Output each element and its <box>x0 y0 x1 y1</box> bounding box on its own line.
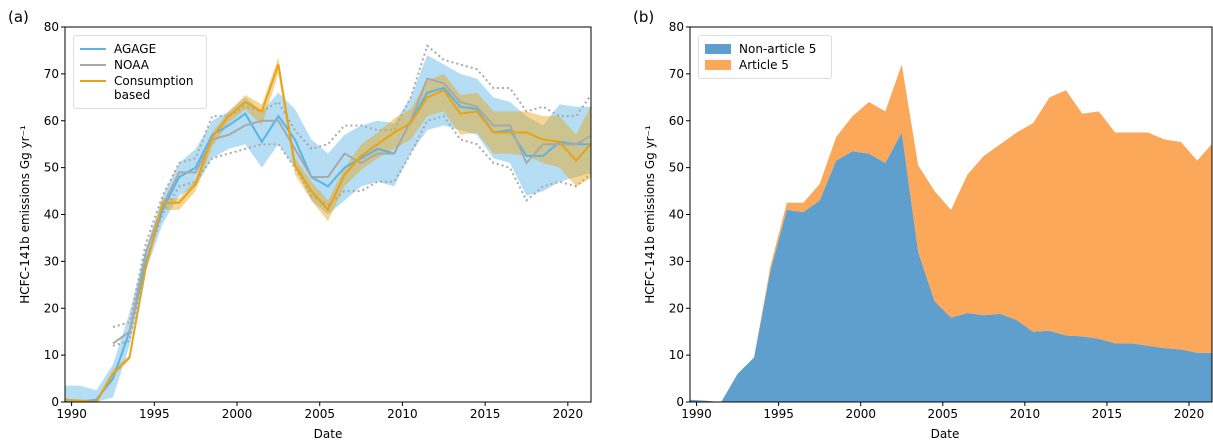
legend: Non-article 5 Article 5 <box>698 35 832 79</box>
legend-label: AGAGE <box>114 42 157 56</box>
legend-label: Consumption based <box>114 74 194 102</box>
y-tick-label: 30 <box>44 254 59 268</box>
y-tick-label: 80 <box>44 20 59 34</box>
area <box>690 64 1212 402</box>
x-axis-label: Date <box>314 427 343 441</box>
legend-label: Non-article 5 <box>739 42 817 56</box>
legend-entry: Consumption based <box>80 74 200 102</box>
y-tick-label: 60 <box>44 114 59 128</box>
panel-label: (a) <box>8 8 29 26</box>
legend-label: NOAA <box>114 58 149 72</box>
y-tick-label: 40 <box>669 208 684 222</box>
panel-label: (b) <box>633 8 654 26</box>
y-tick-label: 80 <box>669 20 684 34</box>
x-tick-label: 2005 <box>304 407 335 421</box>
x-tick-label: 2010 <box>1010 407 1041 421</box>
y-tick-label: 0 <box>51 395 59 409</box>
plot-area <box>690 64 1212 402</box>
x-tick-label: 1990 <box>681 407 712 421</box>
x-tick-label: 2010 <box>387 407 418 421</box>
y-tick-label: 40 <box>44 208 59 222</box>
legend-swatch <box>80 64 106 66</box>
y-tick-label: 0 <box>676 395 684 409</box>
x-tick-label: 2020 <box>1174 407 1205 421</box>
legend-entry: Article 5 <box>705 58 825 72</box>
y-tick-label: 70 <box>44 67 59 81</box>
x-tick-label: 2015 <box>470 407 501 421</box>
x-tick-label: 2005 <box>928 407 959 421</box>
x-tick-label: 1995 <box>139 407 170 421</box>
y-tick-label: 70 <box>669 67 684 81</box>
x-tick-label: 2020 <box>553 407 584 421</box>
legend-entry: AGAGE <box>80 42 200 56</box>
x-axis-label: Date <box>931 427 960 441</box>
legend-entry: NOAA <box>80 58 200 72</box>
legend-swatch <box>705 60 731 70</box>
y-axis-label: HCFC-141b emissions Gg yr⁻¹ <box>643 125 657 304</box>
y-tick-label: 10 <box>44 348 59 362</box>
y-axis-label: HCFC-141b emissions Gg yr⁻¹ <box>18 125 32 304</box>
legend-swatch <box>80 48 106 50</box>
y-tick-label: 50 <box>44 161 59 175</box>
legend: AGAGE NOAA Consumption based <box>73 35 207 109</box>
y-tick-label: 50 <box>669 161 684 175</box>
y-tick-label: 10 <box>669 348 684 362</box>
x-tick-label: 1990 <box>56 407 87 421</box>
legend-label: Article 5 <box>739 58 789 72</box>
x-tick-label: 2000 <box>222 407 253 421</box>
x-tick-label: 2000 <box>845 407 876 421</box>
plot-area <box>65 44 591 402</box>
y-tick-label: 20 <box>669 301 684 315</box>
y-tick-label: 20 <box>44 301 59 315</box>
area <box>690 132 1212 402</box>
legend-entry: Non-article 5 <box>705 42 825 56</box>
y-tick-label: 30 <box>669 254 684 268</box>
legend-swatch <box>705 44 731 54</box>
x-tick-label: 2015 <box>1092 407 1123 421</box>
legend-swatch <box>80 80 106 82</box>
series-line <box>65 64 591 402</box>
x-tick-label: 1995 <box>763 407 794 421</box>
y-tick-label: 60 <box>669 114 684 128</box>
lower-bound <box>112 114 591 347</box>
